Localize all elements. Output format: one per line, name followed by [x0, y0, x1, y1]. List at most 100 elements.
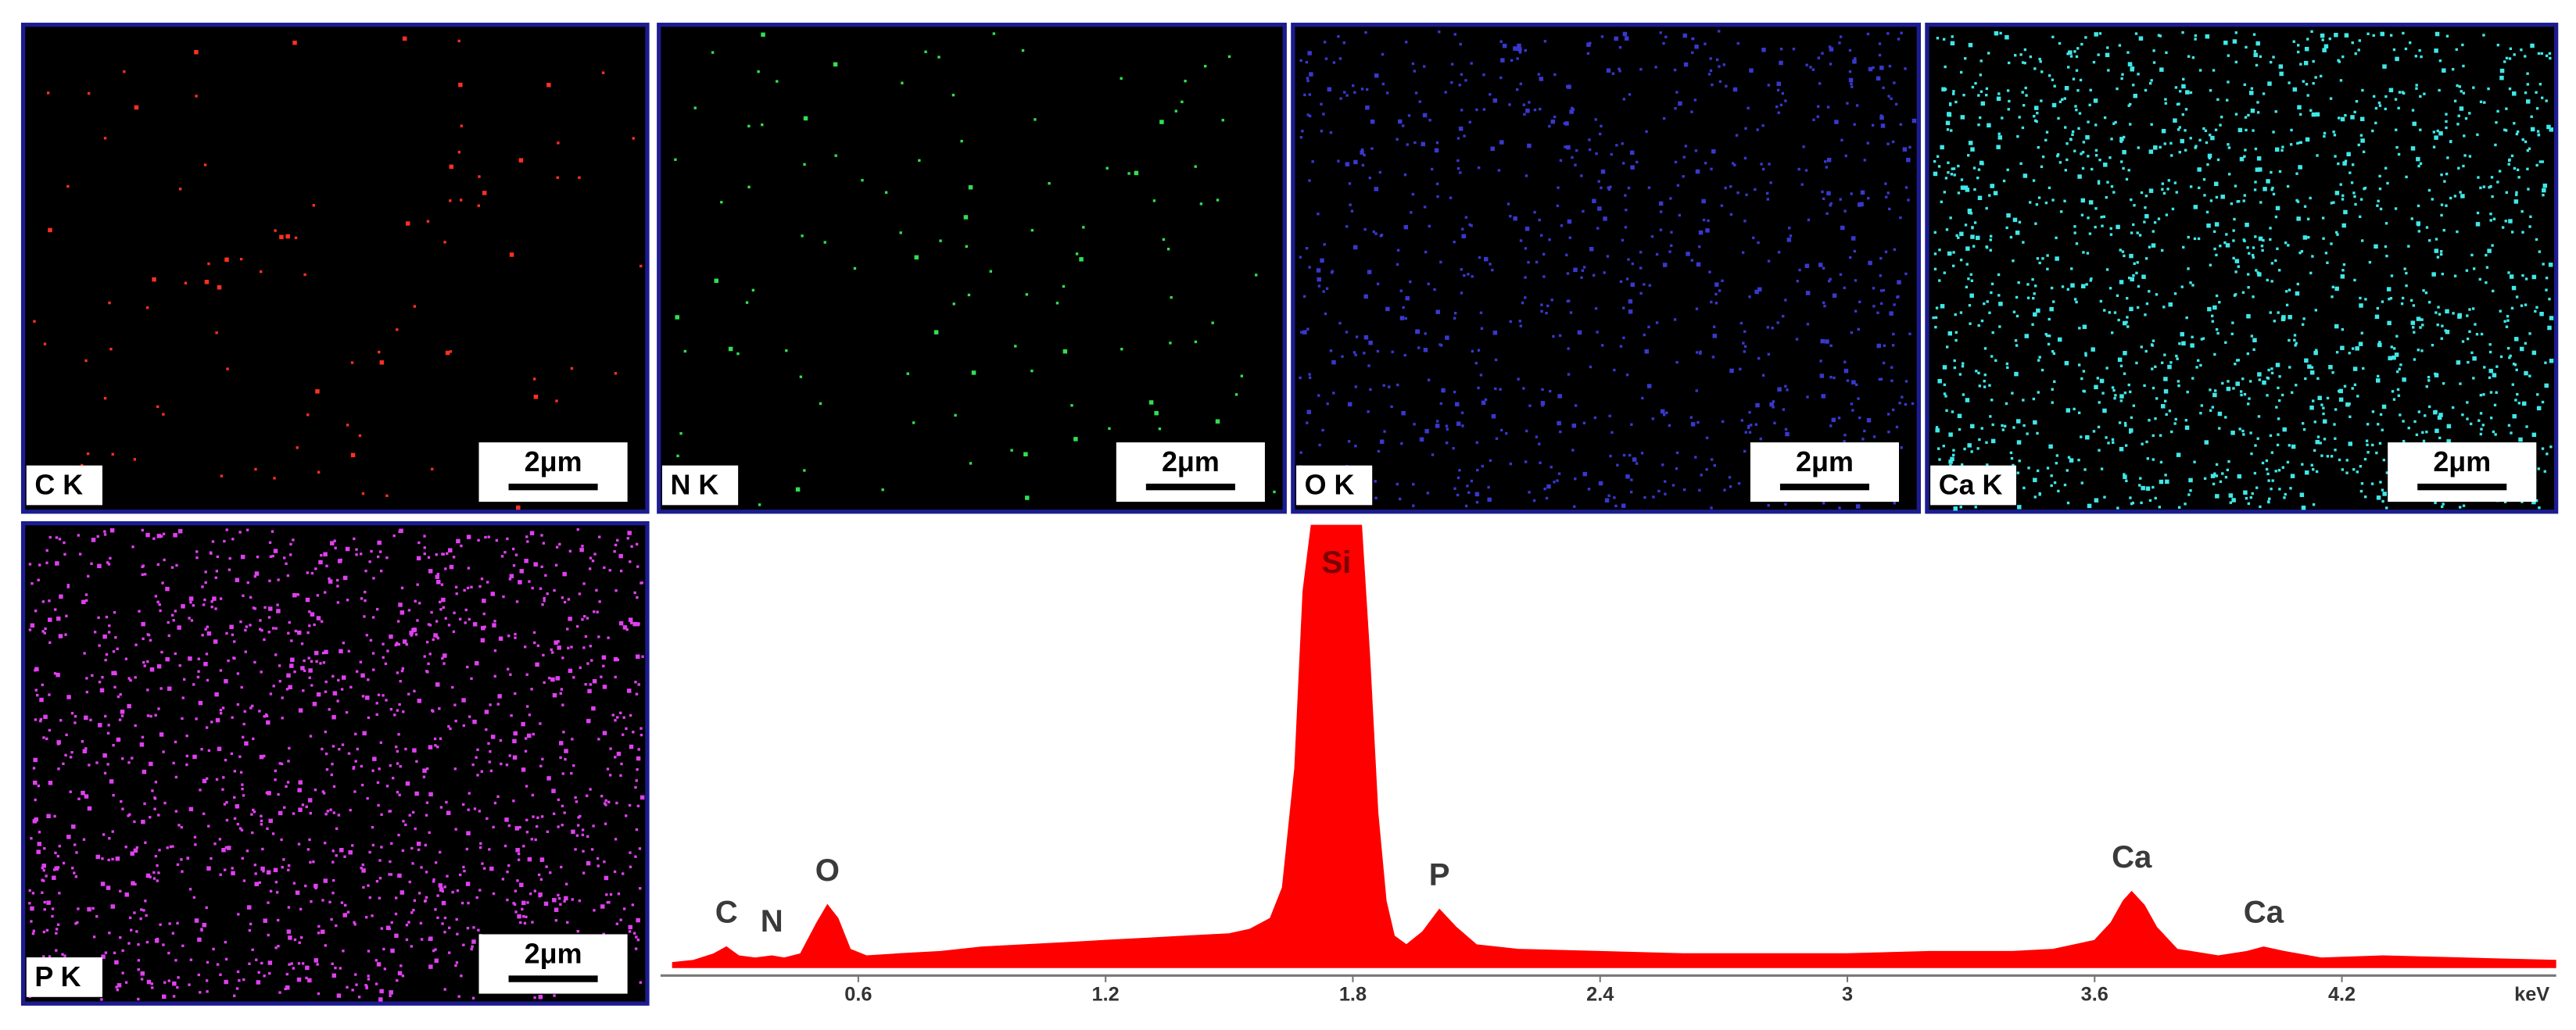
map-pixel — [1682, 156, 1686, 159]
map-pixel — [1866, 32, 1870, 36]
map-pixel — [1971, 227, 1974, 230]
map-pixel — [2440, 173, 2443, 177]
map-pixel — [216, 555, 220, 559]
map-pixel — [316, 594, 320, 597]
map-pixel — [2386, 287, 2391, 291]
map-pixel — [2451, 68, 2455, 71]
map-pixel — [2528, 225, 2531, 228]
map-pixel — [2466, 417, 2469, 420]
map-pixel — [1690, 110, 1693, 113]
map-pixel — [1702, 218, 1706, 222]
map-pixel — [674, 158, 677, 161]
map-pixel — [2382, 492, 2387, 496]
map-pixel — [1467, 273, 1470, 276]
map-pixel — [2272, 55, 2275, 59]
map-pixel — [372, 577, 375, 580]
map-pixel — [2123, 474, 2127, 479]
map-pixel — [171, 932, 175, 935]
map-pixel — [189, 601, 192, 604]
map-pixel — [258, 881, 261, 885]
map-pixel — [2075, 242, 2079, 245]
map-pixel — [1721, 279, 1724, 282]
map-pixel — [2163, 353, 2166, 356]
map-pixel — [360, 783, 364, 787]
map-pixel — [121, 971, 124, 975]
map-pixel — [2548, 263, 2553, 267]
map-pixel — [540, 815, 544, 818]
map-pixel — [523, 921, 527, 925]
map-pixel — [475, 756, 478, 759]
map-pixel — [2374, 121, 2377, 125]
map-pixel — [167, 979, 170, 982]
map-pixel — [2495, 391, 2498, 394]
map-pixel — [1316, 268, 1321, 273]
map-pixel — [2312, 399, 2315, 402]
map-pixel — [2094, 123, 2098, 127]
map-pixel — [70, 751, 73, 754]
map-pixel — [385, 494, 389, 497]
map-pixel — [2015, 231, 2020, 235]
map-pixel — [1255, 274, 1258, 277]
map-pixel — [163, 558, 166, 562]
map-pixel — [489, 703, 492, 706]
map-pixel — [331, 962, 334, 965]
map-pixel — [2549, 127, 2554, 132]
map-pixel — [462, 724, 466, 728]
map-pixel — [2151, 434, 2155, 438]
map-pixel — [2302, 427, 2306, 431]
map-pixel — [289, 663, 294, 668]
map-pixel — [1817, 105, 1820, 108]
map-pixel — [1858, 300, 1861, 304]
map-pixel — [2392, 48, 2396, 52]
map-pixel — [1826, 106, 1830, 109]
map-pixel — [2253, 188, 2257, 191]
map-pixel — [578, 176, 581, 179]
map-pixel — [225, 801, 228, 804]
map-pixel — [489, 866, 494, 871]
map-pixel — [2524, 55, 2527, 58]
map-pixel — [2255, 167, 2260, 172]
map-pixel — [2037, 145, 2040, 149]
map-pixel — [1482, 73, 1485, 77]
map-pixel — [1363, 294, 1368, 299]
map-pixel — [1428, 119, 1431, 122]
map-pixel — [2215, 474, 2219, 477]
map-pixel — [278, 664, 281, 667]
map-pixel — [2159, 34, 2162, 38]
peak-label: Ca — [2112, 839, 2152, 874]
map-pixel — [1970, 424, 1975, 429]
map-pixel — [801, 234, 804, 238]
map-pixel — [2352, 367, 2358, 371]
map-pixel — [2315, 439, 2320, 445]
map-pixel — [2064, 360, 2069, 366]
map-pixel — [2227, 80, 2230, 84]
map-pixel — [1829, 63, 1833, 66]
map-pixel — [1994, 359, 1997, 362]
map-pixel — [1363, 352, 1366, 355]
map-pixel — [1872, 305, 1876, 308]
map-pixel — [2182, 245, 2185, 249]
map-pixel — [539, 857, 545, 862]
map-pixel — [293, 670, 296, 674]
map-pixel — [1641, 396, 1644, 400]
map-pixel — [1729, 368, 1734, 374]
map-pixel — [2159, 460, 2163, 464]
map-pixel — [1662, 116, 1666, 120]
map-pixel — [45, 928, 49, 932]
map-pixel — [203, 661, 208, 667]
map-pixel — [2071, 130, 2075, 134]
map-pixel — [1376, 349, 1380, 353]
map-pixel — [1377, 449, 1381, 453]
map-pixel — [1829, 375, 1833, 379]
map-pixel — [2545, 288, 2548, 291]
map-pixel — [2440, 337, 2443, 340]
map-pixel — [1754, 289, 1759, 295]
map-pixel — [1211, 321, 1214, 324]
map-pixel — [71, 867, 74, 870]
map-pixel — [1322, 290, 1325, 293]
map-pixel — [261, 847, 264, 851]
map-pixel — [637, 748, 640, 751]
map-pixel — [508, 578, 512, 581]
map-pixel — [1867, 196, 1870, 200]
map-pixel — [2364, 298, 2367, 301]
